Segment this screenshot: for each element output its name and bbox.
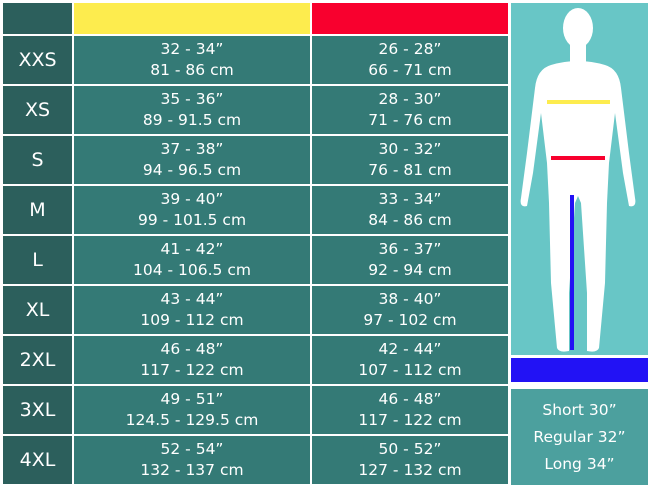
chest-cm: 124.5 - 129.5 cm <box>125 411 259 429</box>
waist-cm: 127 - 132 cm <box>358 461 462 479</box>
chest-measure-line <box>547 100 610 104</box>
chest-cm: 109 - 112 cm <box>140 311 244 329</box>
waist-inches: 33 - 34” <box>378 190 442 208</box>
chest-cm: 81 - 86 cm <box>150 61 234 79</box>
chest-inches: 39 - 40” <box>160 190 224 208</box>
chest-inches: 43 - 44” <box>160 290 224 308</box>
waist-cell: 42 - 44” 107 - 112 cm <box>312 336 508 384</box>
waist-inches: 38 - 40” <box>378 290 442 308</box>
waist-cell: 50 - 52” 127 - 132 cm <box>312 436 508 484</box>
chest-cell: 52 - 54” 132 - 137 cm <box>74 436 310 484</box>
size-label: S <box>3 136 72 184</box>
waist-measure-line <box>551 156 605 160</box>
waist-cell: 33 - 34” 84 - 86 cm <box>312 186 508 234</box>
chest-cell: 35 - 36” 89 - 91.5 cm <box>74 86 310 134</box>
waist-cell: 30 - 32” 76 - 81 cm <box>312 136 508 184</box>
waist-inches: 26 - 28” <box>378 40 442 58</box>
chest-cell: 41 - 42” 104 - 106.5 cm <box>74 236 310 284</box>
header-chest-color <box>74 3 310 34</box>
body-figure-panel <box>511 3 648 355</box>
size-label: XXS <box>3 36 72 84</box>
waist-cell: 28 - 30” 71 - 76 cm <box>312 86 508 134</box>
chest-cell: 32 - 34” 81 - 86 cm <box>74 36 310 84</box>
chest-cell: 43 - 44” 109 - 112 cm <box>74 286 310 334</box>
waist-inches: 42 - 44” <box>378 340 442 358</box>
waist-cell: 26 - 28” 66 - 71 cm <box>312 36 508 84</box>
waist-cm: 92 - 94 cm <box>368 261 452 279</box>
waist-inches: 36 - 37” <box>378 240 442 258</box>
chest-cm: 94 - 96.5 cm <box>142 161 242 179</box>
size-label: 3XL <box>3 386 72 434</box>
inseam-measure-line <box>570 195 574 350</box>
waist-cm: 76 - 81 cm <box>368 161 452 179</box>
chest-inches: 32 - 34” <box>160 40 224 58</box>
chest-inches: 35 - 36” <box>160 90 224 108</box>
inseam-lengths: Short 30” Regular 32” Long 34” <box>511 389 648 485</box>
waist-cm: 117 - 122 cm <box>358 411 462 429</box>
chest-cm: 89 - 91.5 cm <box>142 111 242 129</box>
waist-inches: 28 - 30” <box>378 90 442 108</box>
header-size-cell <box>3 3 72 34</box>
length-short: Short 30” <box>542 400 617 419</box>
chest-cell: 39 - 40” 99 - 101.5 cm <box>74 186 310 234</box>
waist-cm: 97 - 102 cm <box>363 311 457 329</box>
waist-cm: 84 - 86 cm <box>368 211 452 229</box>
size-label: XL <box>3 286 72 334</box>
size-label: 4XL <box>3 436 72 484</box>
chest-inches: 46 - 48” <box>160 340 224 358</box>
body-figure-icon <box>520 8 636 352</box>
waist-inches: 50 - 52” <box>378 440 442 458</box>
waist-inches: 46 - 48” <box>378 390 442 408</box>
chest-inches: 49 - 51” <box>160 390 224 408</box>
size-label: L <box>3 236 72 284</box>
inseam-color-bar <box>511 358 648 382</box>
chest-cm: 104 - 106.5 cm <box>133 261 251 279</box>
chest-inches: 41 - 42” <box>160 240 224 258</box>
size-label: M <box>3 186 72 234</box>
chest-cm: 99 - 101.5 cm <box>137 211 247 229</box>
header-waist-color <box>312 3 508 34</box>
waist-cm: 66 - 71 cm <box>368 61 452 79</box>
chest-inches: 52 - 54” <box>160 440 224 458</box>
chest-cm: 132 - 137 cm <box>140 461 244 479</box>
waist-cell: 46 - 48” 117 - 122 cm <box>312 386 508 434</box>
chest-cm: 117 - 122 cm <box>140 361 244 379</box>
chest-cell: 46 - 48” 117 - 122 cm <box>74 336 310 384</box>
chest-cell: 49 - 51” 124.5 - 129.5 cm <box>74 386 310 434</box>
waist-cell: 38 - 40” 97 - 102 cm <box>312 286 508 334</box>
waist-cell: 36 - 37” 92 - 94 cm <box>312 236 508 284</box>
waist-cm: 107 - 112 cm <box>358 361 462 379</box>
length-regular: Regular 32” <box>533 427 626 446</box>
waist-inches: 30 - 32” <box>378 140 442 158</box>
chest-inches: 37 - 38” <box>160 140 224 158</box>
size-label: 2XL <box>3 336 72 384</box>
length-long: Long 34” <box>544 454 615 473</box>
size-label: XS <box>3 86 72 134</box>
chest-cell: 37 - 38” 94 - 96.5 cm <box>74 136 310 184</box>
waist-cm: 71 - 76 cm <box>368 111 452 129</box>
